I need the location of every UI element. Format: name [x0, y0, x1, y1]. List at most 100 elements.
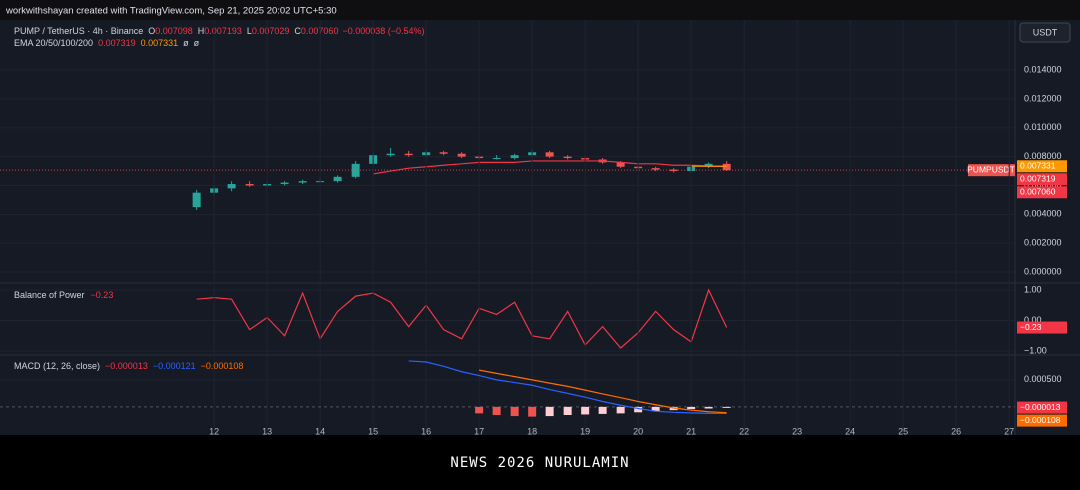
indicator-name: EMA 20/50/100/200	[14, 38, 93, 48]
pane-value: −0.000121	[153, 361, 196, 371]
y-tick-label: 0.002000	[1024, 238, 1062, 248]
histogram-bar	[598, 406, 607, 414]
candle-body	[704, 163, 713, 167]
y-tick-label: 0.000000	[1024, 266, 1062, 276]
price-tag-bg	[1017, 414, 1067, 427]
x-tick-label: 27	[1004, 426, 1014, 435]
price-tag-bg	[1017, 186, 1067, 199]
y-tick-label: 0.00	[1024, 315, 1042, 325]
candle-body	[333, 176, 342, 182]
legend-value: 0.007029	[252, 26, 290, 36]
price-tag: −0.23	[1020, 322, 1042, 332]
candle-body	[492, 158, 501, 160]
indicator-legend: EMA 20/50/100/200 0.007319 0.007331 ø ø	[14, 38, 200, 48]
candle-body	[298, 181, 307, 183]
legend-key: H	[198, 26, 205, 36]
y-tick-label: 0.014000	[1024, 64, 1062, 74]
candle-body	[563, 156, 572, 159]
x-tick-label: 24	[845, 426, 855, 435]
x-tick-label: 14	[315, 426, 325, 435]
x-tick-label: 26	[951, 426, 961, 435]
candle-body	[669, 169, 678, 172]
x-tick-label: 23	[792, 426, 802, 435]
legend-title: PUMP / TetherUS · 4h · Binance	[14, 26, 143, 36]
candle-body	[227, 184, 236, 189]
indicator-value: 0.007319	[98, 38, 136, 48]
price-tag-bg	[1017, 321, 1067, 334]
candle-body	[616, 162, 625, 167]
pane-legend: MACD (12, 26, close) −0.000013 −0.000121 −0…	[14, 361, 243, 371]
x-tick-label: 15	[368, 426, 378, 435]
pane-title: MACD (12, 26, close)	[14, 361, 100, 371]
currency-label[interactable]: USDT	[1033, 27, 1058, 37]
x-tick-label: 21	[686, 426, 696, 435]
histogram-bar	[545, 406, 554, 417]
candle-body	[439, 152, 448, 154]
legend-value: 0.007098	[155, 26, 193, 36]
legend-key: O	[148, 26, 155, 36]
footer-caption: NEWS 2026 NURULAMIN	[0, 435, 1080, 490]
currency-button[interactable]	[1019, 22, 1071, 43]
x-tick-label: 18	[527, 426, 537, 435]
candle-body	[351, 163, 360, 177]
indicator-line	[373, 160, 727, 175]
candle-body	[280, 182, 289, 185]
histogram-bar	[651, 406, 660, 412]
histogram-bar	[475, 406, 484, 414]
y-tick-label: −1.00	[1024, 345, 1047, 355]
pane-legend: Balance of Power −0.23	[14, 290, 113, 300]
candle-body	[651, 168, 660, 170]
price-tag: −0.000013	[1020, 402, 1061, 412]
x-tick-label: 13	[262, 426, 272, 435]
x-tick-label: 19	[580, 426, 590, 435]
x-tick-label: 12	[209, 426, 219, 435]
pane-value: −0.23	[91, 290, 114, 300]
pane-value: −0.000108	[201, 361, 244, 371]
histogram-bar	[704, 406, 713, 409]
x-tick-label: 22	[739, 426, 749, 435]
histogram-bar	[581, 406, 590, 415]
symbol-tag: PUMPUSDT	[967, 164, 1015, 174]
pane-title: Balance of Power	[14, 290, 85, 300]
y-tick-label: 0.004000	[1024, 209, 1062, 219]
histogram-bar	[634, 406, 643, 413]
legend-line: PUMP / TetherUS · 4h · Binance O0.007098 H…	[14, 26, 425, 36]
y-tick-label: 0.012000	[1024, 93, 1062, 103]
x-tick-label: 17	[474, 426, 484, 435]
legend-key: L	[247, 26, 252, 36]
pane-value: −0.000013	[105, 361, 148, 371]
indicator-value: 0.007331	[141, 38, 179, 48]
candle-body	[245, 184, 254, 186]
candle-body	[386, 153, 395, 156]
legend-value: 0.007193	[204, 26, 242, 36]
histogram-bar	[510, 406, 519, 417]
legend-key: C	[294, 26, 301, 36]
x-tick-label: 20	[633, 426, 643, 435]
indicator-value: ø	[183, 38, 189, 48]
x-tick-label: 16	[421, 426, 431, 435]
header-text: workwithshayan created with TradingView.…	[5, 6, 337, 17]
histogram-bar	[722, 406, 731, 408]
price-tag-bg	[1017, 160, 1067, 173]
price-tag: 0.007331	[1020, 161, 1056, 171]
histogram-bar	[563, 406, 572, 415]
chart-bg	[0, 0, 1080, 435]
indicator-value: ø	[194, 38, 200, 48]
x-tick-label: 25	[898, 426, 908, 435]
candle-body	[722, 163, 731, 171]
price-tag-bg	[1017, 173, 1067, 186]
header-bar	[0, 0, 1080, 20]
y-tick-label: 1.00	[1024, 284, 1042, 294]
candle-body	[545, 152, 554, 157]
candle-body	[404, 153, 413, 156]
price-tag: −0.000108	[1020, 415, 1061, 425]
histogram-bar	[492, 406, 501, 415]
y-tick-label: 0.008000	[1024, 151, 1062, 161]
histogram-bar	[616, 406, 625, 414]
price-tag: 0.007319	[1020, 174, 1056, 184]
symbol-tag-bg	[968, 164, 1015, 177]
histogram-bar	[687, 406, 696, 410]
price-tag-bg	[1017, 401, 1067, 414]
candle-body	[457, 153, 466, 157]
